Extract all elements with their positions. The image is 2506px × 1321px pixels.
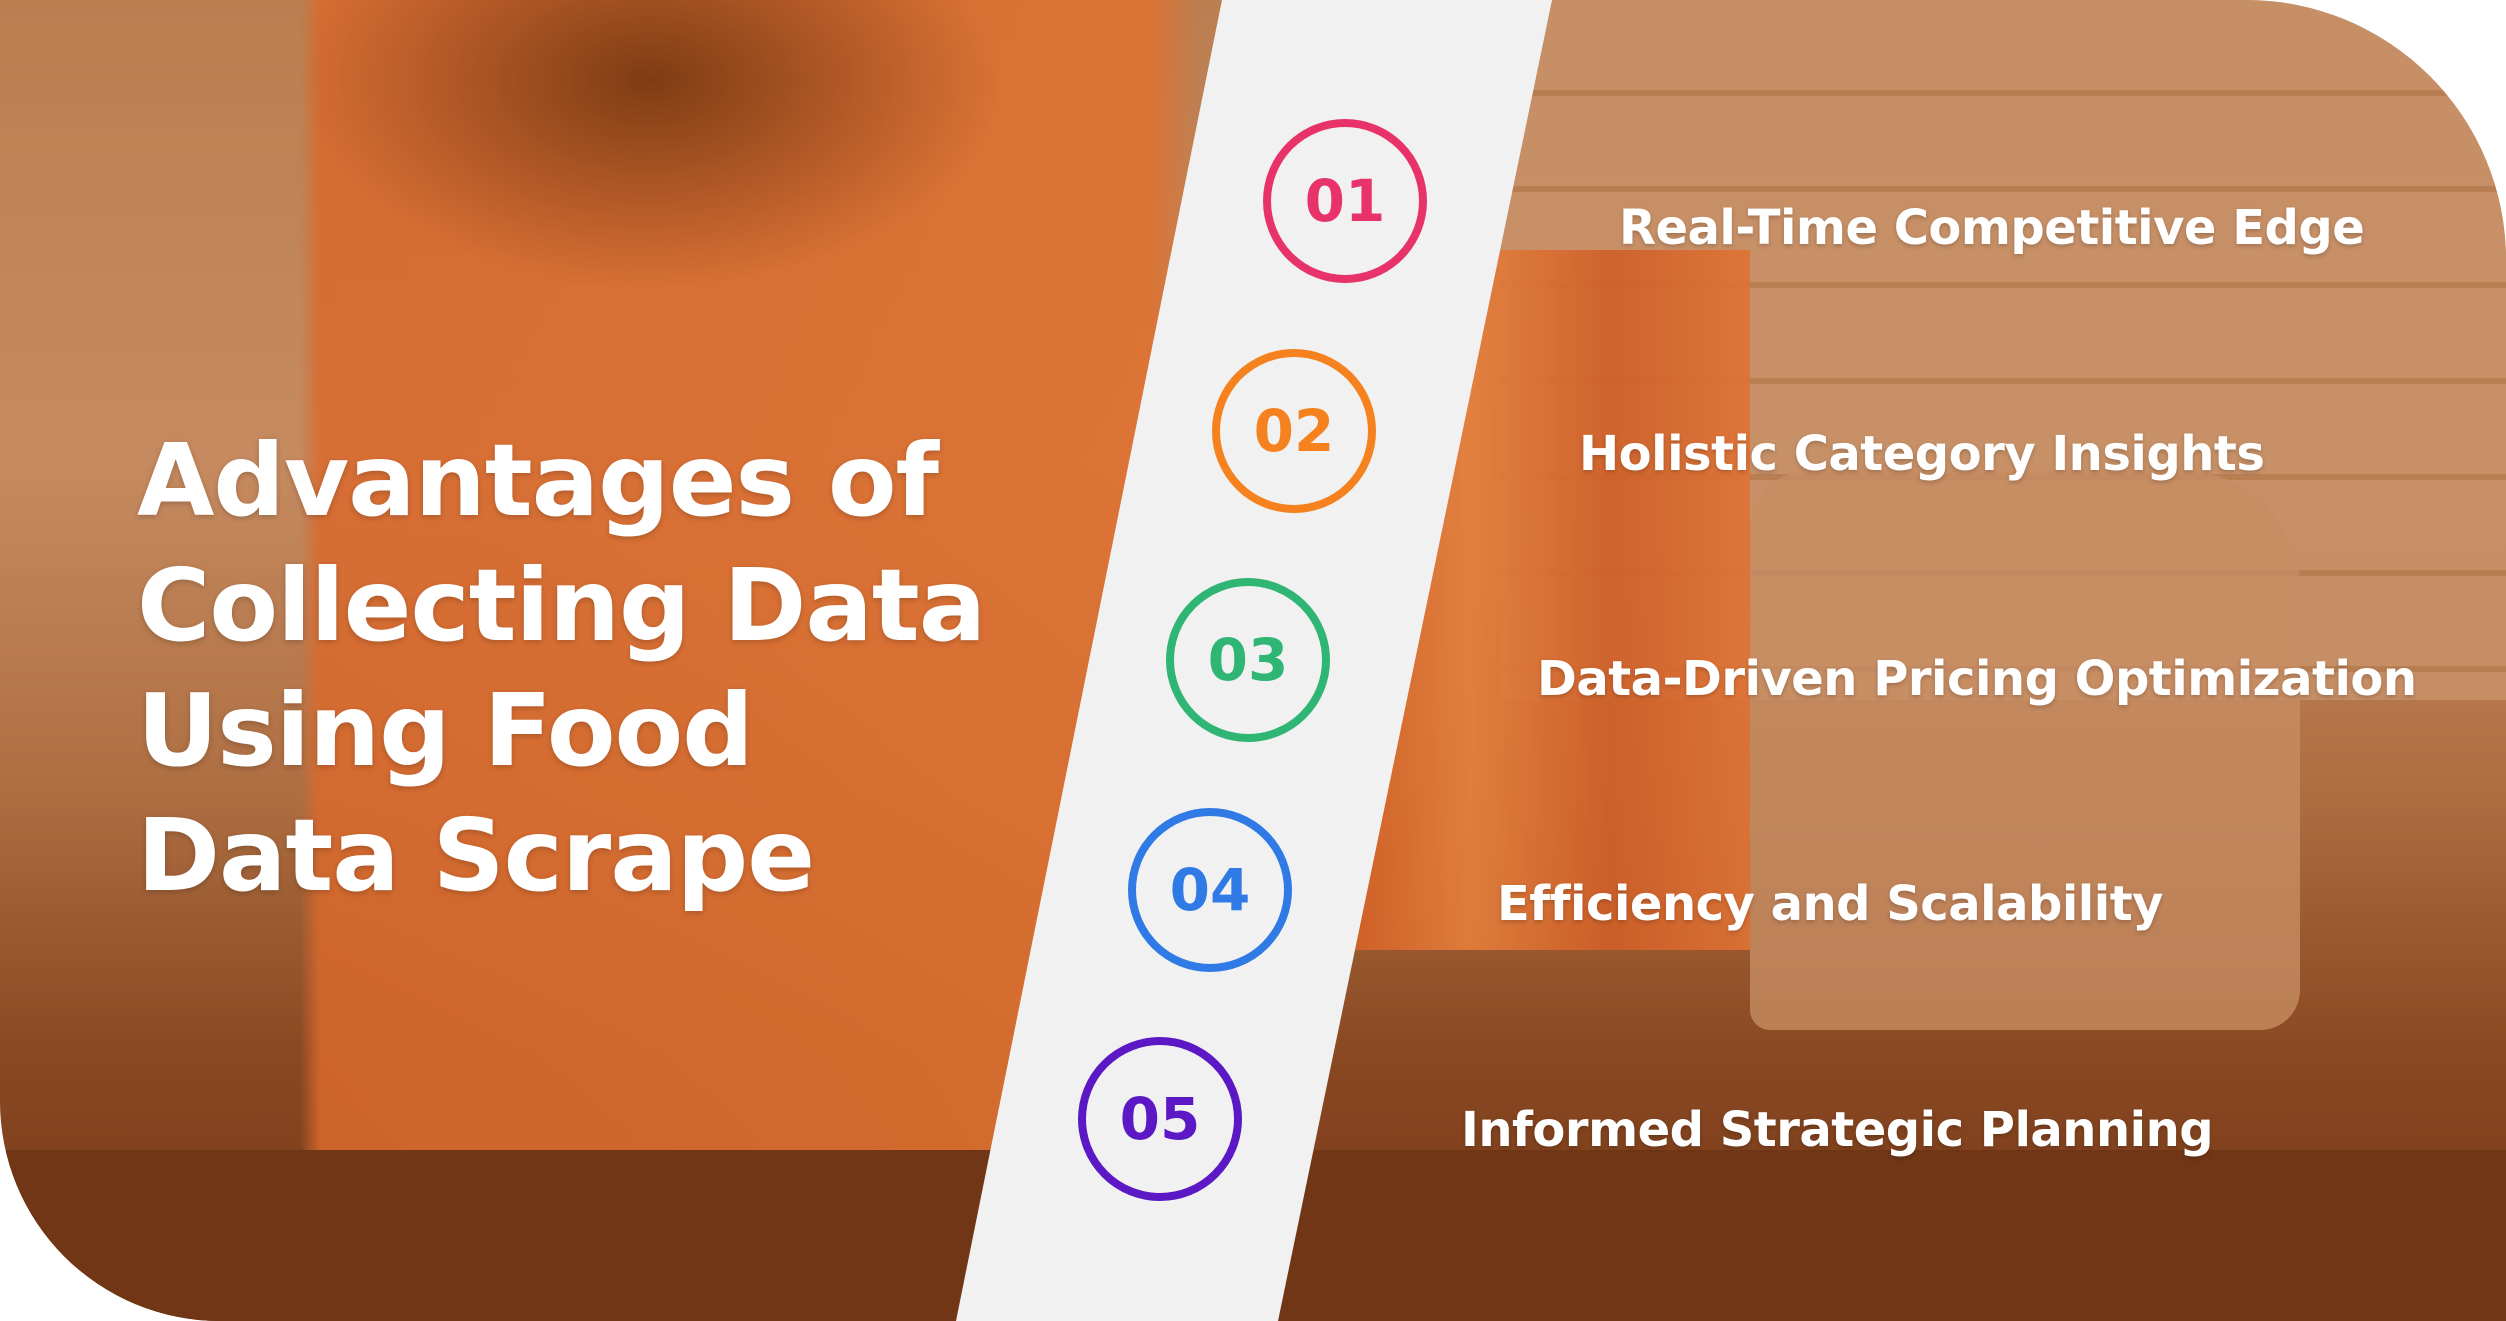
number-badge: 03 xyxy=(1166,578,1330,742)
title-line: Using Food xyxy=(137,672,754,789)
advantage-label: Data-Driven Pricing Optimization xyxy=(1537,651,2417,707)
advantage-label: Holistic Category Insights xyxy=(1579,426,2265,482)
number-badge: 01 xyxy=(1263,119,1427,283)
number-badge: 04 xyxy=(1128,808,1292,972)
advantage-label: Real-Time Competitive Edge xyxy=(1619,200,2365,256)
title-line: Advantages of xyxy=(137,422,939,539)
title-line: Collecting Data xyxy=(137,547,986,664)
page-title: Advantages of Collecting Data Using Food… xyxy=(137,418,986,918)
title-line: Data Scrape xyxy=(137,797,815,914)
background-van xyxy=(1750,470,2300,1030)
number-badge: 02 xyxy=(1212,349,1376,513)
advantage-label: Informed Strategic Planning xyxy=(1461,1102,2214,1158)
number-badge: 05 xyxy=(1078,1037,1242,1201)
advantage-label: Efficiency and Scalability xyxy=(1497,876,2163,932)
